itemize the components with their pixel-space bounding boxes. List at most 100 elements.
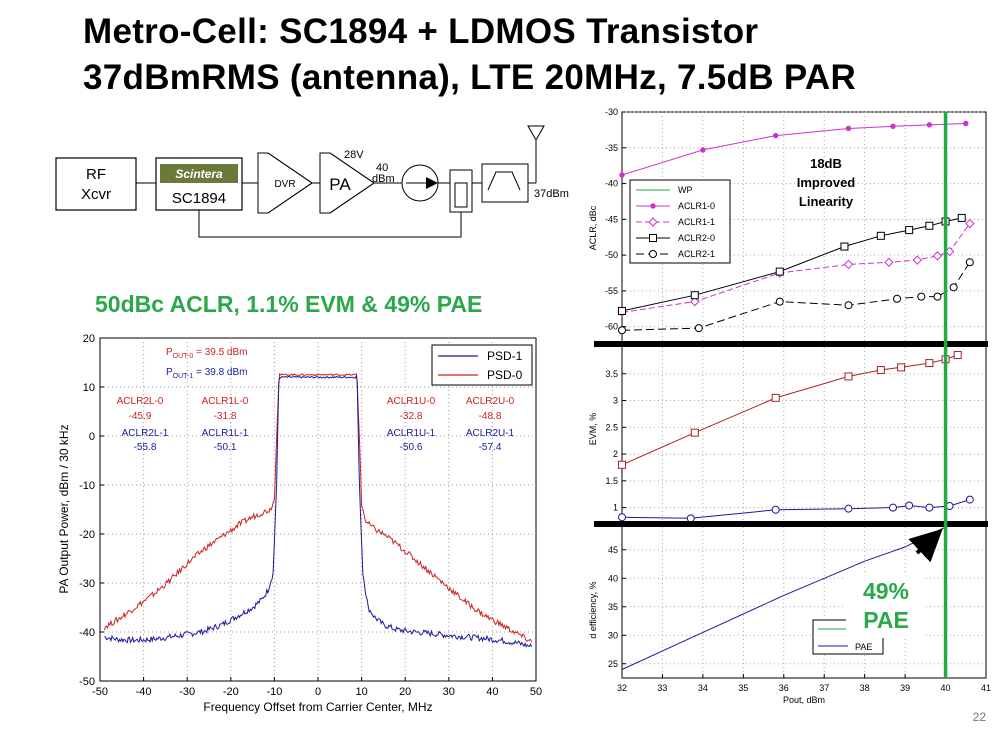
psd-y-tick-label: 0 <box>89 431 95 443</box>
right-x-tick-label: 32 <box>617 683 627 693</box>
right-x-tick-label: 36 <box>779 683 789 693</box>
psd-x-tick-label: -20 <box>223 686 239 698</box>
antenna-icon <box>527 125 545 142</box>
pae-callout-value: 49% <box>863 578 909 604</box>
isolator-arrow-head <box>426 177 438 189</box>
aclr2l-1-label: ACLR2L-1 <box>122 428 169 439</box>
aclr1u-0-value: -32.8 <box>400 411 423 422</box>
aclr-legend-items: WP ACLR1-0 ACLR1-1 ACLR2-0 ACLR2-1 <box>636 185 715 259</box>
headline: 50dBc ACLR, 1.1% EVM & 49% PAE <box>95 291 482 317</box>
psd-x-tick-label: 0 <box>315 686 321 698</box>
psd-y-tick-label: -50 <box>79 676 95 688</box>
aclr-legend-label: ACLR2-1 <box>678 249 715 259</box>
slide-title-line2: 37dBmRMS (antenna), LTE 20MHz, 7.5dB PAR <box>83 58 857 97</box>
aclr-point-aclr2-0 <box>840 242 849 251</box>
psd-x-tick-label: 40 <box>486 686 498 698</box>
improvement-line2: Improved <box>797 175 856 190</box>
improvement-line1: 18dB <box>810 156 842 171</box>
sc1894-label: SC1894 <box>172 190 226 207</box>
aclr1l-0-label: ACLR1L-0 <box>202 396 249 407</box>
pa-label: PA <box>329 175 351 194</box>
aclr2l-1-value: -55.8 <box>134 442 157 453</box>
right-x-tick-label: 39 <box>900 683 910 693</box>
aclr-point-aclr2-1 <box>694 324 703 333</box>
pae-panel: 25 30 35 40 45 <box>608 526 986 678</box>
right-y-tick-label: 3 <box>613 396 618 406</box>
aclr-legend-label: ACLR1-1 <box>678 217 715 227</box>
aclr2u-1-value: -57.4 <box>479 442 502 453</box>
aclr-point-aclr1-1 <box>690 296 700 307</box>
aclr-legend: WP ACLR1-0 ACLR1-1 ACLR2-0 ACLR2-1 <box>629 179 731 264</box>
right-x-tick-label: 40 <box>941 683 951 693</box>
aclr-point-aclr1-1 <box>932 251 943 261</box>
right-y-tick-label: -45 <box>605 214 618 224</box>
evm-point-1 <box>771 505 780 514</box>
pae-legend-label: PAE <box>855 642 872 652</box>
supply-label: 28V <box>344 149 364 161</box>
psd-series <box>103 372 533 648</box>
rf-label: RF <box>86 166 106 183</box>
feedback-path <box>198 210 462 238</box>
pa-out-value: 40 <box>376 162 388 174</box>
evm-point-0 <box>925 359 934 368</box>
aclr-point-aclr2-0 <box>925 221 934 230</box>
psd-x-tick-label: -40 <box>136 686 152 698</box>
aclr1u-0-label: ACLR1U-0 <box>387 396 436 407</box>
aclr1u-1-label: ACLR1U-1 <box>387 428 436 439</box>
aclr-point-aclr1-1 <box>965 218 975 229</box>
psd-x-tick-label: 50 <box>530 686 542 698</box>
psd-y-axis-label: PA Output Power, dBm / 30 kHz <box>57 424 71 593</box>
improvement-line3: Linearity <box>799 194 854 209</box>
psd-plot-area <box>99 337 537 682</box>
pae-callout-label: PAE <box>863 607 909 633</box>
evm-point-1 <box>965 495 974 504</box>
psd-x-tick-label: 30 <box>443 686 455 698</box>
right-y-tick-label: -50 <box>605 250 618 260</box>
psd-y-tick-label: -20 <box>79 529 95 541</box>
right-y-tick-label: 2 <box>613 449 618 459</box>
right-y-tick-label: 3.5 <box>605 369 618 379</box>
efficiency-axis-label: d efficiency, % <box>588 581 598 638</box>
psd-x-tick-label: -10 <box>266 686 282 698</box>
psd-x-tick-label: -30 <box>179 686 195 698</box>
right-y-tick-label: 1 <box>613 503 618 513</box>
coupler-inner <box>454 182 468 208</box>
panel-separator-2 <box>594 521 988 527</box>
evm-point-1 <box>925 503 934 512</box>
aclr-point-aclr2-0 <box>957 213 966 222</box>
aclr-point-aclr1-1 <box>912 255 922 265</box>
aclr-legend-label: WP <box>678 185 693 195</box>
right-y-tick-label: -40 <box>605 179 618 189</box>
psd-y-tick-label: -30 <box>79 578 95 590</box>
right-x-tick-label: 37 <box>819 683 829 693</box>
aclr-legend-marker <box>649 250 657 258</box>
aclr1u-1-value: -50.6 <box>400 442 423 453</box>
evm-point-1 <box>905 501 914 510</box>
psd-legend-label-psd1: PSD-1 <box>487 349 523 363</box>
xcvr-label: Xcvr <box>81 186 111 203</box>
right-y-tick-label: 35 <box>608 602 618 612</box>
right-y-tick-label: 1.5 <box>605 476 618 486</box>
aclr-point-aclr2-0 <box>690 291 699 300</box>
scintera-logo <box>160 164 238 183</box>
scintera-logo-text: Scintera <box>175 167 223 181</box>
psd-y-tick-label: 20 <box>83 333 95 345</box>
evm-point-1 <box>888 503 897 512</box>
aclr-point-aclr2-1 <box>965 258 974 267</box>
right-y-tick-label: 45 <box>608 545 618 555</box>
psd-y-ticks: -50 -40 -30 -20 -10 0 10 20 <box>79 333 104 688</box>
evm-point-1 <box>844 504 853 513</box>
aclr-point-aclr2-1 <box>893 294 902 303</box>
psd-x-tick-label: -50 <box>92 686 108 698</box>
psd-y-tick-label: -40 <box>79 627 95 639</box>
right-y-tick-label: -30 <box>605 107 618 117</box>
aclr2l-0-label: ACLR2L-0 <box>117 396 164 407</box>
aclr-point-aclr1-0 <box>700 147 706 153</box>
pout0-annotation: POUT-0 = 39.5 dBm <box>166 347 248 360</box>
aclr-point-aclr1-1 <box>843 259 854 270</box>
aclr-axis-label: ACLR, dBc <box>588 205 598 250</box>
aclr-point-aclr2-0 <box>775 267 784 276</box>
aclr-point-aclr2-0 <box>876 231 885 240</box>
aclr-legend-label: ACLR2-0 <box>678 233 715 243</box>
aclr1l-1-value: -50.1 <box>214 442 237 453</box>
